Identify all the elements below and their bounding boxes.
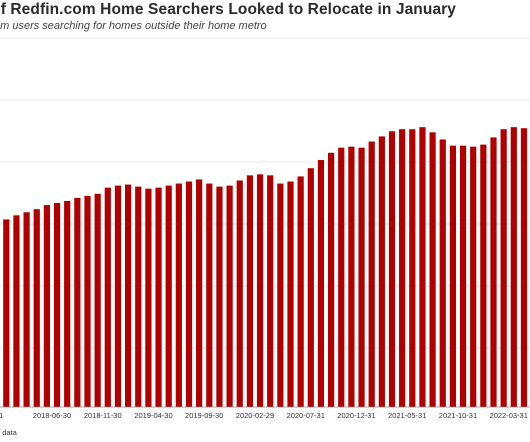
x-tick-label: 2020-07-31 [287, 411, 325, 420]
x-tick-label: 2019-04-30 [134, 411, 172, 420]
x-tick-label: 2018-11-30 [84, 411, 122, 420]
bar [226, 185, 233, 407]
bar [480, 144, 487, 407]
bar [145, 188, 152, 407]
bar [338, 147, 345, 408]
bar [439, 139, 446, 407]
bar [104, 187, 111, 407]
x-tick-label: 2019-09-30 [185, 411, 223, 420]
bar [358, 147, 365, 408]
bar [84, 195, 91, 407]
bar [348, 146, 355, 407]
bar [368, 141, 375, 407]
bar [520, 128, 528, 407]
bar [297, 176, 304, 408]
bar [287, 181, 294, 407]
bar [449, 145, 456, 408]
bar [23, 212, 30, 407]
bar [114, 185, 122, 407]
bar [125, 184, 132, 407]
bar [196, 179, 203, 407]
bar [459, 145, 467, 408]
bar [256, 174, 264, 407]
x-tick-label: 2018-06-30 [33, 411, 71, 420]
x-tick-label: 1 [0, 411, 3, 420]
x-tick-label: 2022-03-31 [490, 411, 528, 420]
bar [277, 183, 284, 407]
bar [185, 181, 193, 407]
bar [388, 131, 396, 407]
bar [64, 200, 71, 407]
bar [378, 136, 385, 407]
bar [3, 219, 10, 407]
bar [246, 175, 253, 407]
chart-title: e of Redfin.com Home Searchers Looked to… [0, 1, 457, 18]
bar [94, 193, 101, 407]
x-tick-label: 2020-02-29 [236, 411, 274, 420]
bar [135, 186, 142, 408]
bar [490, 137, 497, 408]
bar [74, 197, 81, 407]
bar [399, 129, 406, 408]
x-axis-ticks: 1 2018-06-30 2018-11-30 2019-04-30 2019-09-3… [0, 411, 528, 420]
bar [307, 168, 314, 407]
bar [267, 175, 274, 407]
bar [53, 203, 61, 407]
bar [236, 180, 243, 407]
bar [409, 129, 416, 408]
bar [206, 183, 213, 407]
bar [216, 186, 223, 408]
bar [419, 127, 426, 408]
source-note: h data [0, 428, 17, 437]
bar [328, 152, 335, 407]
bar [429, 132, 436, 408]
bar [165, 185, 172, 407]
bars [3, 127, 528, 408]
bar [500, 129, 507, 408]
bar [317, 159, 325, 407]
bar [175, 183, 182, 407]
x-tick-label: 2020-12-31 [337, 411, 375, 420]
chart-subtitle: om users searching for homes outside the… [0, 20, 267, 32]
bar [13, 215, 20, 407]
bar [43, 205, 50, 407]
bar [470, 146, 477, 407]
bar [155, 187, 162, 407]
bar [33, 209, 40, 407]
x-tick-label: 2021-10-31 [439, 411, 477, 420]
bar [510, 127, 517, 408]
x-tick-label: 2021-05-31 [388, 411, 426, 420]
